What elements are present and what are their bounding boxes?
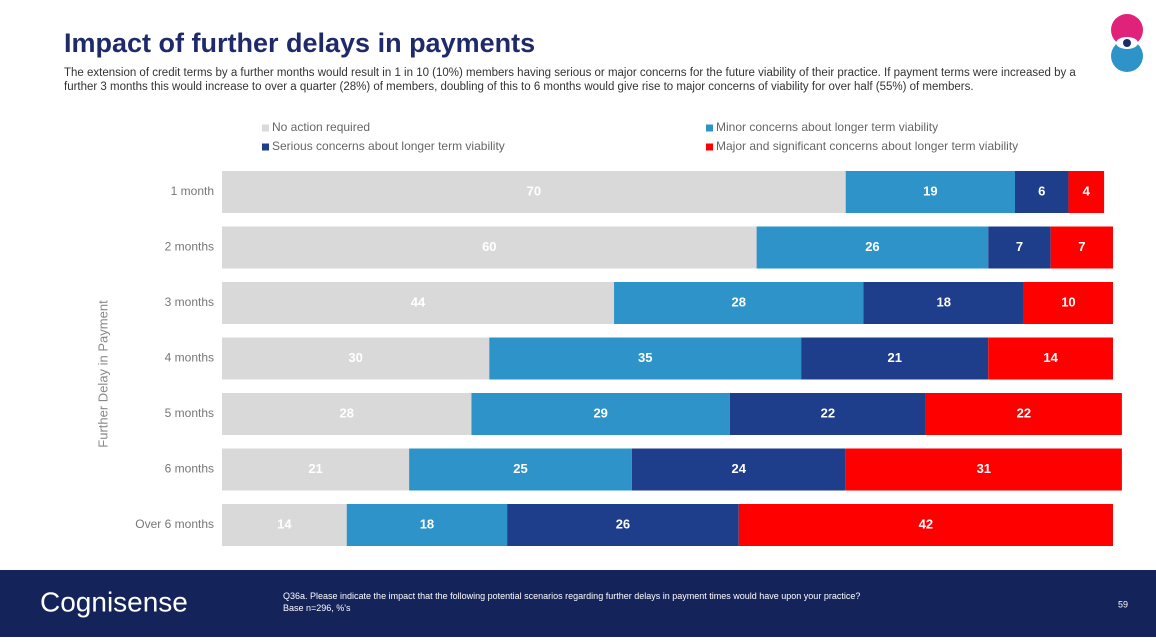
value-label: 24	[732, 461, 747, 476]
bar-segment	[346, 504, 508, 546]
bar-segment	[222, 337, 490, 380]
bar-segment	[222, 504, 347, 546]
value-label: 28	[732, 294, 746, 309]
legend-label: Minor concerns about longer term viabili…	[716, 120, 938, 134]
legend-swatch	[262, 124, 269, 132]
bar-segment	[409, 448, 632, 491]
bar-segment	[738, 504, 1113, 546]
bar-segment	[614, 282, 864, 324]
value-label: 7	[1078, 239, 1085, 254]
value-label: 6	[1038, 183, 1045, 198]
legend-label: Major and significant concerns about lon…	[716, 139, 1018, 153]
title: Impact of further delays in payments	[64, 28, 535, 58]
bar-segment	[222, 226, 757, 269]
legend-label: No action required	[272, 120, 370, 134]
bar-segment	[1014, 171, 1069, 213]
bar-segment	[471, 393, 730, 435]
value-label: 18	[936, 294, 950, 309]
bar-segment	[845, 171, 1015, 213]
value-label: 35	[638, 350, 652, 365]
y-tick-label: 5 months	[165, 406, 214, 420]
value-label: 21	[308, 461, 322, 476]
value-label: 10	[1061, 294, 1075, 309]
y-tick-label: 4 months	[165, 351, 214, 365]
footer-text-box: Q36a. Please indicate the impact that th…	[283, 591, 861, 613]
bar-segment	[1068, 171, 1105, 213]
subtitle-box: The extension of credit terms by a furth…	[64, 67, 1076, 93]
subtitle: The extension of credit terms by a furth…	[64, 67, 1076, 93]
bar-segment	[988, 226, 1051, 269]
legend-swatch	[706, 143, 713, 151]
bar-segment	[222, 448, 410, 491]
y-tick-label: 3 months	[165, 295, 214, 309]
value-label: 26	[616, 516, 630, 531]
logo-icon	[1111, 14, 1143, 72]
y-axis-label: Further Delay in Payment	[95, 300, 110, 448]
value-label: 44	[411, 294, 426, 309]
bar-segment	[222, 282, 615, 324]
y-tick-label: 2 months	[165, 240, 214, 254]
legend-swatch	[706, 124, 713, 132]
bar-segment	[729, 393, 926, 435]
bar-segment	[631, 448, 846, 491]
bar-segment	[801, 337, 989, 380]
footer-question: Q36a. Please indicate the impact that th…	[283, 591, 861, 601]
value-label: 21	[887, 350, 901, 365]
y-tick-label: Over 6 months	[135, 517, 214, 531]
y-tick-label: 6 months	[165, 462, 214, 476]
legend-label: Serious concerns about longer term viabi…	[272, 139, 505, 153]
value-label: 70	[527, 183, 541, 198]
value-label: 19	[923, 183, 937, 198]
value-label: 25	[513, 461, 527, 476]
value-label: 31	[977, 461, 991, 476]
bar-segment	[1023, 282, 1113, 324]
legend-swatch	[262, 143, 269, 151]
y-tick-label: 1 month	[171, 184, 214, 198]
bar-segment	[507, 504, 739, 546]
bar-segment	[222, 393, 472, 435]
value-label: 28	[340, 405, 354, 420]
value-label: 14	[1043, 350, 1058, 365]
bar-segment	[756, 226, 989, 269]
bar-segment	[222, 171, 846, 213]
footer-base: Base n=296, %'s	[283, 603, 351, 613]
brand: Cognisense	[40, 586, 188, 617]
value-label: 26	[865, 239, 879, 254]
value-label: 22	[1017, 405, 1031, 420]
value-label: 18	[420, 516, 434, 531]
value-label: 4	[1083, 183, 1091, 198]
bar-segment	[925, 393, 1122, 435]
value-label: 22	[821, 405, 835, 420]
value-label: 7	[1016, 239, 1023, 254]
value-label: 29	[593, 405, 607, 420]
value-label: 30	[348, 350, 362, 365]
footer-band	[0, 570, 1156, 637]
bar-segment	[863, 282, 1024, 324]
bar-segment	[845, 448, 1122, 491]
bar-segment	[489, 337, 802, 380]
page-number: 59	[1118, 599, 1128, 609]
value-label: 60	[482, 239, 496, 254]
value-label: 42	[919, 516, 933, 531]
bar-segment	[988, 337, 1113, 380]
value-label: 14	[277, 516, 292, 531]
bar-segment	[1050, 226, 1113, 269]
